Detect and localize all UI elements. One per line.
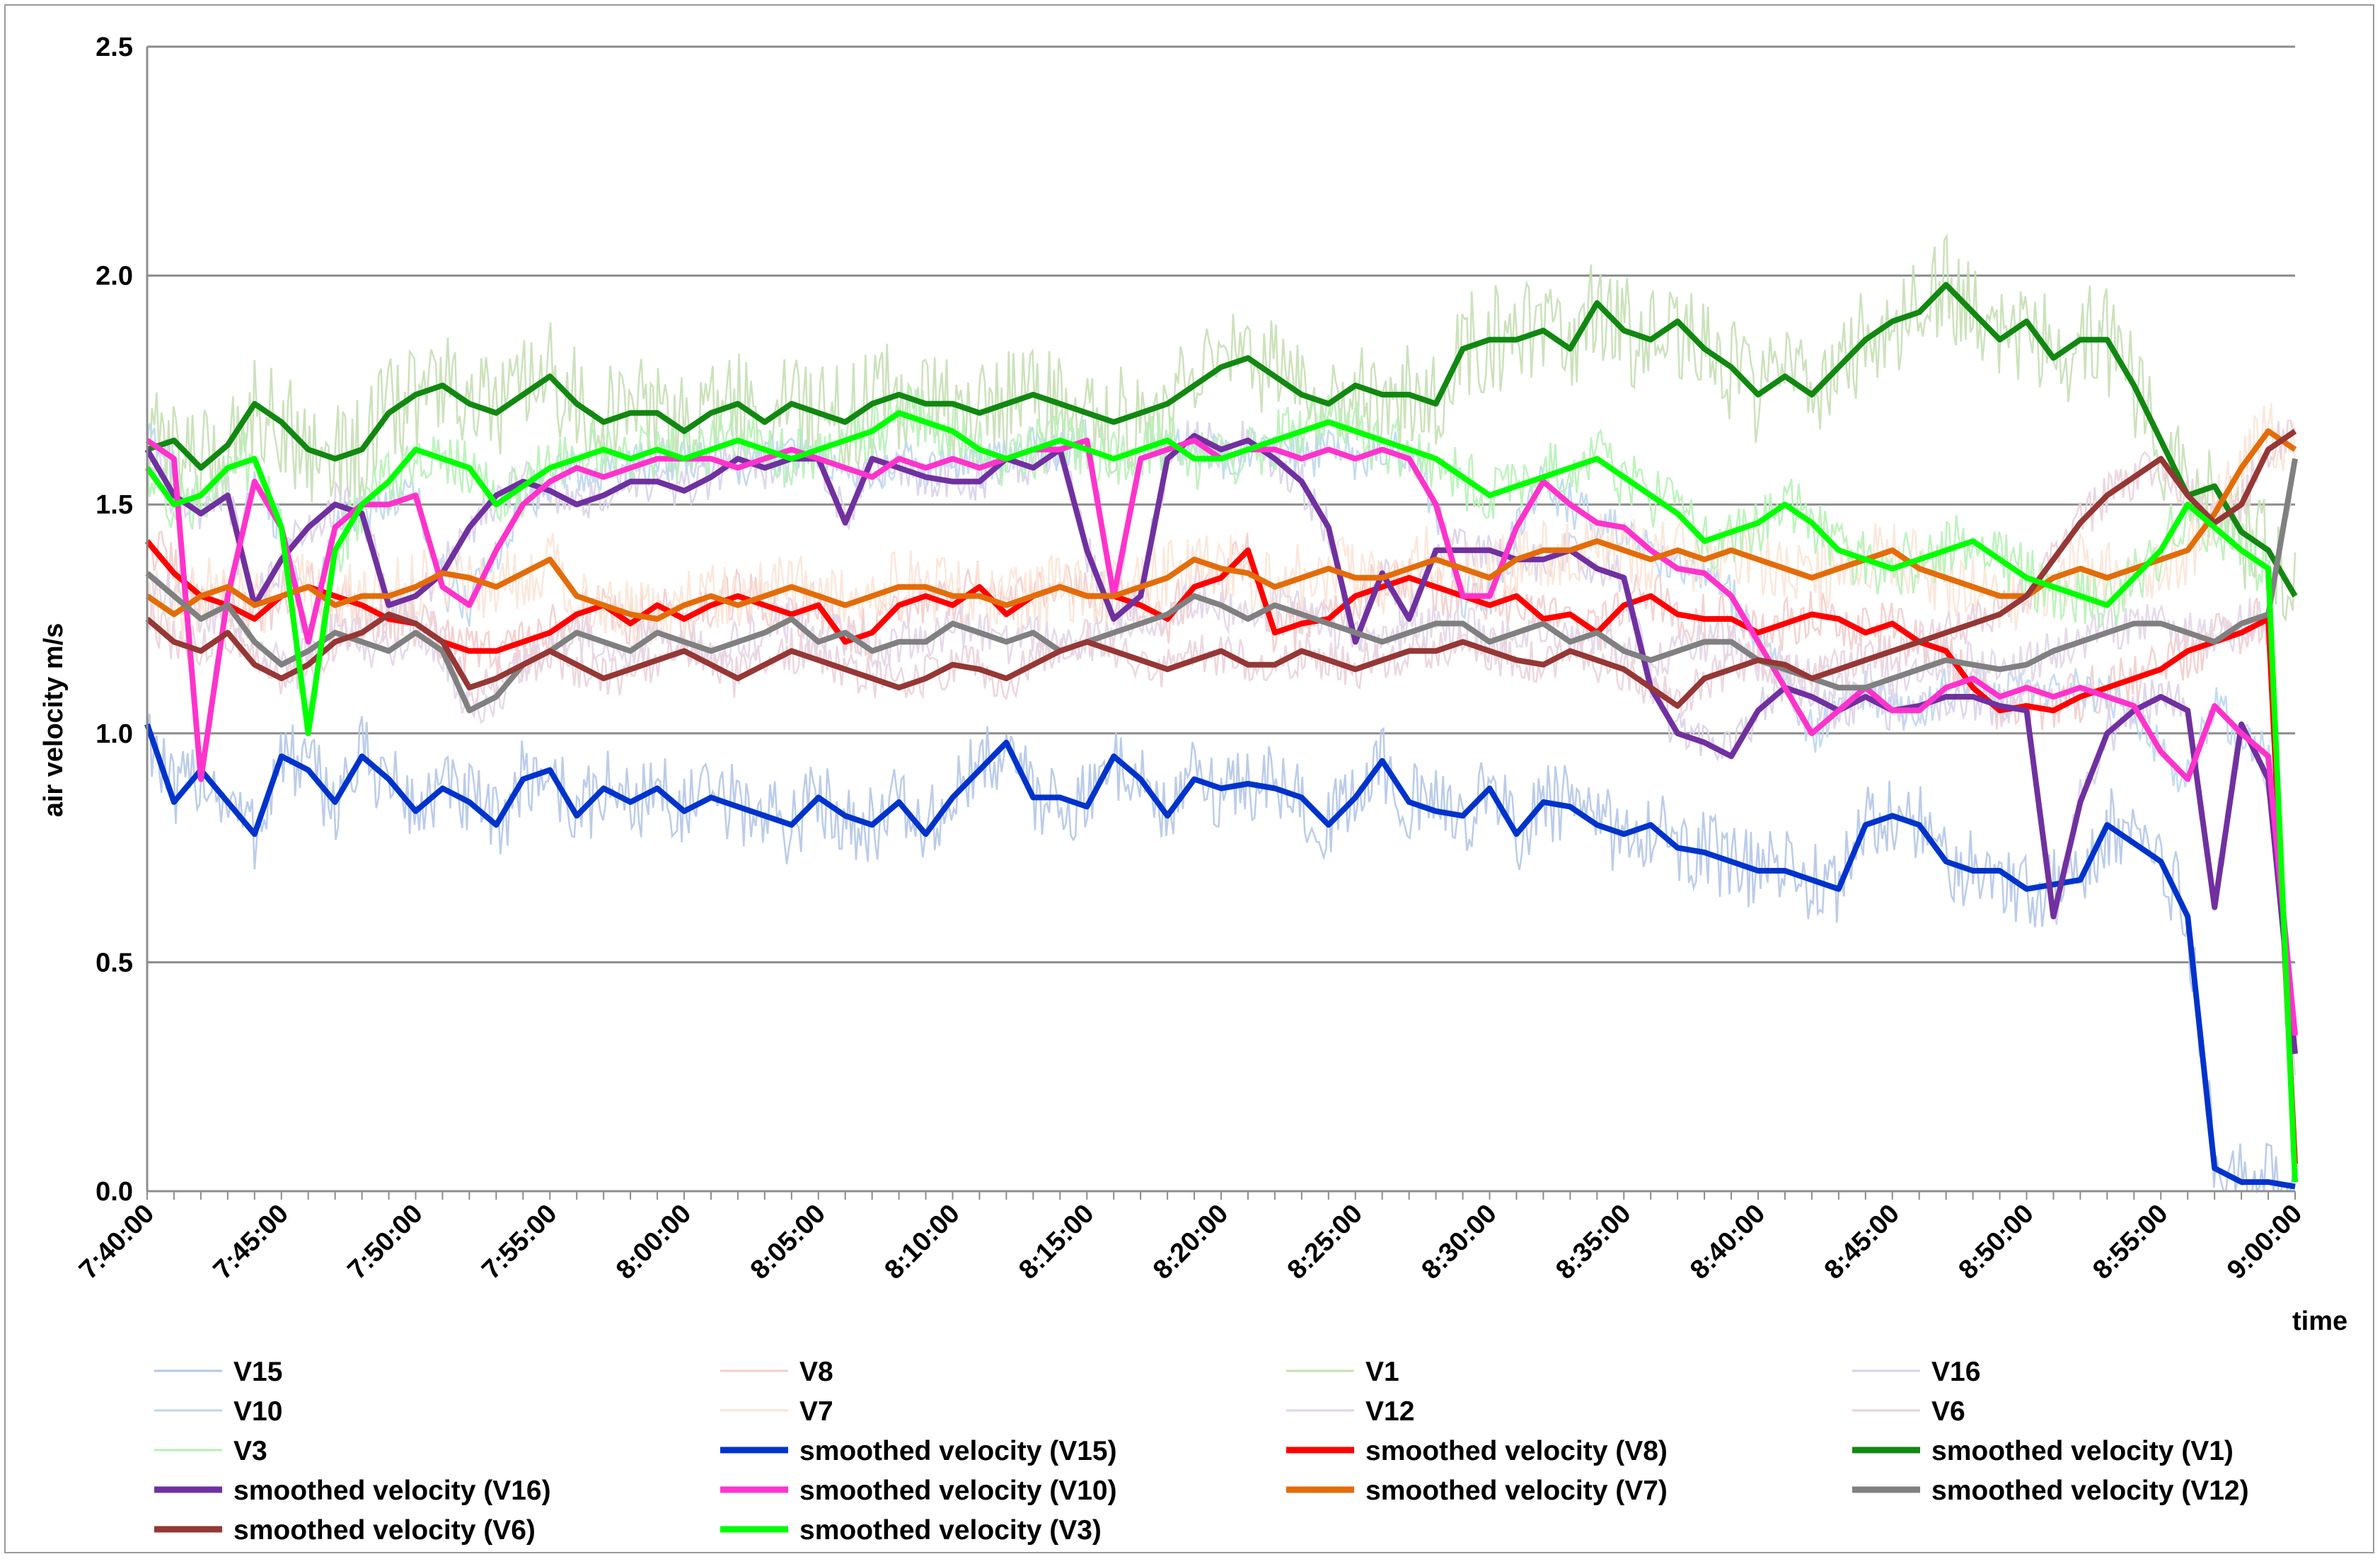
x-tick-label: 8:50:00 xyxy=(1953,1199,2040,1285)
x-tick-label: 8:25:00 xyxy=(1282,1199,1368,1285)
legend-label: V10 xyxy=(233,1396,282,1427)
x-tick-label: 8:05:00 xyxy=(745,1199,831,1285)
legend-label: smoothed velocity (V12) xyxy=(1931,1476,2249,1506)
legend-label: V8 xyxy=(799,1357,833,1387)
x-tick-label: 8:10:00 xyxy=(879,1199,966,1285)
x-tick-label: 8:35:00 xyxy=(1550,1199,1636,1285)
legend-label: smoothed velocity (V7) xyxy=(1365,1476,1668,1506)
chart-frame: 0.0 0.5 1.0 1.5 2.0 2.5 7:40:00 7:45:00 7:50:00… xyxy=(4,4,2374,1553)
series-smoothed-velocity-v16 xyxy=(144,433,2298,1055)
legend: V15 V8 V1 V16 V10 V7 V12 V6 V3 smoothed velocity … xyxy=(154,1357,2249,1546)
series-smoothed-velocity-v15 xyxy=(144,723,2296,1190)
legend-label: V12 xyxy=(1365,1396,1414,1427)
y-tick-label: 1.0 xyxy=(96,719,133,749)
raw-series-v16 xyxy=(146,420,2297,1076)
legend-label: smoothed velocity (V1) xyxy=(1931,1436,2234,1466)
legend-label: smoothed velocity (V16) xyxy=(233,1476,551,1506)
y-tick-labels: 0.0 0.5 1.0 1.5 2.0 2.5 xyxy=(96,33,133,1207)
legend-label: V16 xyxy=(1931,1357,1980,1387)
x-tick-label: 8:55:00 xyxy=(2087,1199,2173,1285)
raw-series-v15 xyxy=(146,713,2296,1194)
raw-series xyxy=(146,233,2297,1194)
legend-label: V3 xyxy=(233,1436,267,1466)
x-tick-label: 8:00:00 xyxy=(611,1199,697,1285)
line-chart: 0.0 0.5 1.0 1.5 2.0 2.5 7:40:00 7:45:00 7:50:00… xyxy=(39,33,2347,1546)
x-tick-label: 7:50:00 xyxy=(342,1199,429,1285)
legend-label: smoothed velocity (V15) xyxy=(799,1436,1117,1466)
raw-series-v10 xyxy=(146,419,2297,1051)
x-tick-label: 9:00:00 xyxy=(2222,1199,2308,1285)
gridlines xyxy=(147,45,2295,963)
legend-label: V15 xyxy=(233,1357,282,1387)
raw-series-v3 xyxy=(146,385,2297,1169)
x-tick-label: 8:40:00 xyxy=(1685,1199,1771,1285)
x-tick-label: 8:15:00 xyxy=(1013,1199,1099,1285)
y-tick-label: 1.5 xyxy=(96,490,133,520)
x-tick-label: 7:40:00 xyxy=(74,1199,160,1285)
x-tick-label: 7:45:00 xyxy=(208,1199,294,1285)
x-tick-labels: 7:40:00 7:45:00 7:50:00 7:55:00 8:00:00 8:05:… xyxy=(74,1199,2308,1285)
y-axis-label: air velocity m/s xyxy=(39,623,69,818)
legend-label: smoothed velocity (V6) xyxy=(233,1515,536,1546)
legend-label: smoothed velocity (V10) xyxy=(799,1476,1117,1506)
series-smoothed-velocity-v3 xyxy=(144,410,2298,1183)
series-smoothed-velocity-v1 xyxy=(146,282,2298,598)
legend-label: V6 xyxy=(1931,1396,1965,1427)
y-tick-label: 0.0 xyxy=(96,1177,133,1207)
x-axis-label: time xyxy=(2292,1306,2347,1336)
legend-label: smoothed velocity (V3) xyxy=(799,1515,1102,1546)
legend-label: V7 xyxy=(799,1396,833,1427)
x-tick-label: 8:20:00 xyxy=(1148,1199,1234,1285)
legend-label: V1 xyxy=(1365,1357,1399,1387)
x-tick-label: 7:55:00 xyxy=(476,1199,562,1285)
axes xyxy=(146,47,2296,1200)
y-tick-label: 2.0 xyxy=(96,262,133,291)
series-smoothed-velocity-v12 xyxy=(145,458,2298,714)
raw-series-v12 xyxy=(146,460,2296,724)
legend-label: smoothed velocity (V8) xyxy=(1365,1436,1668,1466)
series-smoothed-velocity-v8 xyxy=(144,539,2298,1164)
x-tick-label: 8:45:00 xyxy=(1819,1199,1905,1285)
x-tick-label: 8:30:00 xyxy=(1416,1199,1503,1285)
series-smoothed-velocity-v7 xyxy=(145,428,2297,622)
series-smoothed-velocity-v6 xyxy=(145,429,2297,709)
smoothed-series xyxy=(144,282,2298,1190)
y-tick-label: 0.5 xyxy=(96,948,133,978)
y-tick-label: 2.5 xyxy=(96,33,133,62)
